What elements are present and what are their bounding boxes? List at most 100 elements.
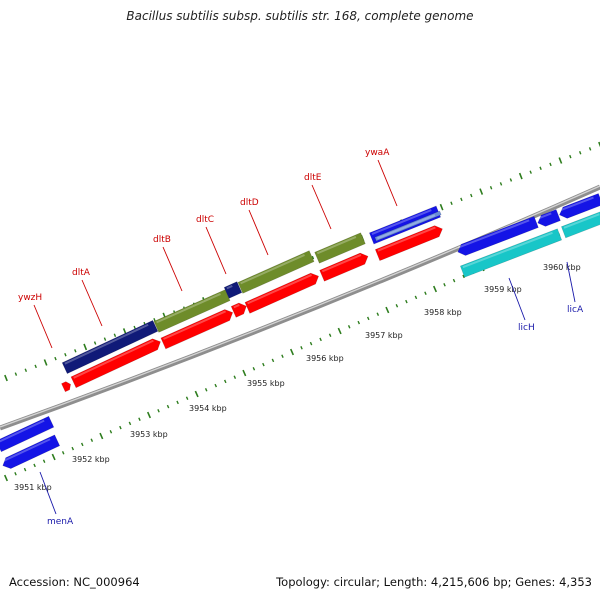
inner-ring-minor-tick — [204, 388, 208, 392]
gene-dltB[interactable] — [153, 289, 231, 333]
outer-ring-minor-tick — [34, 364, 37, 369]
cds-licA-part[interactable] — [536, 209, 561, 228]
cds-dltD-sheen — [247, 274, 312, 305]
inner-ring-major-tick — [3, 474, 9, 482]
inner-ring-minor-tick — [462, 274, 465, 279]
inner-ring-major-tick — [289, 348, 295, 356]
cds-dltD[interactable] — [244, 271, 321, 314]
cds-dltC[interactable] — [230, 301, 249, 318]
gene-label-dltC[interactable]: dltC — [196, 215, 214, 225]
outer-ring-minor-tick — [450, 201, 453, 205]
inner-ring-minor-tick — [414, 295, 418, 300]
cds-dltB-group — [160, 307, 235, 350]
gene-dltD[interactable] — [237, 250, 315, 294]
outer-ring-minor-tick — [529, 170, 532, 174]
outer-ring-major-tick — [439, 203, 444, 211]
cds-licH[interactable] — [456, 215, 539, 257]
cds-menA-group — [0, 434, 61, 471]
cds-menA-sheen — [2, 438, 51, 463]
ruler-label-3951: 3951 kbp — [14, 483, 52, 492]
leader-line-menA — [39, 471, 57, 515]
inner-ring-minor-tick — [366, 316, 370, 321]
gene-label-ywaA[interactable]: ywaA — [365, 148, 390, 158]
outer-ring-minor-tick — [113, 333, 117, 338]
gene-label-dltE[interactable]: dltE — [304, 173, 322, 183]
genome-backbone-highlight — [0, 185, 600, 428]
cds-dltB[interactable] — [160, 307, 235, 350]
gene-label-licH[interactable]: licH — [518, 323, 535, 333]
inner-ring-minor-tick — [14, 472, 17, 476]
leader-line-dltC — [205, 226, 227, 275]
gene-ywaA-inner[interactable] — [374, 210, 442, 242]
inner-ring-major-tick — [99, 432, 104, 440]
inner-ring-minor-tick — [281, 354, 284, 358]
cds-menA[interactable] — [0, 434, 61, 471]
inner-ring-minor-tick — [309, 341, 313, 346]
gene-licA-sheen — [563, 213, 600, 229]
inner-ring-minor-tick — [376, 312, 380, 316]
cds-licH-sheen — [457, 219, 530, 249]
ruler-label-3953: 3953 kbp — [130, 430, 168, 439]
outer-ring-minor-tick — [54, 356, 57, 361]
outer-ring-major-tick — [558, 157, 563, 164]
inner-ring-minor-tick — [357, 320, 361, 325]
map-title: Bacillus subtilis subsp. subtilis str. 1… — [126, 9, 474, 23]
cds-ywaA[interactable] — [374, 223, 444, 262]
outer-ring-major-tick — [83, 343, 88, 351]
outer-ring-minor-tick — [103, 337, 107, 341]
ruler-label-3956: 3956 kbp — [306, 354, 344, 363]
inner-ring-minor-tick — [80, 442, 84, 447]
gene-licH[interactable] — [459, 228, 563, 278]
gene-dltC-sheen — [226, 285, 233, 290]
gene-label-ywzH[interactable]: ywzH — [18, 293, 42, 303]
inner-ring-minor-tick — [452, 278, 456, 283]
gene-menA[interactable] — [0, 415, 55, 453]
leader-line-dltE — [311, 184, 332, 230]
gene-dltB-sheen — [156, 293, 221, 324]
outer-ring-major-tick — [43, 359, 48, 366]
cds-ywzH[interactable] — [61, 380, 72, 393]
outer-ring-minor-tick — [569, 154, 572, 159]
inner-ring-major-tick — [146, 411, 152, 419]
cds-dltA[interactable] — [70, 336, 163, 389]
inner-ring-minor-tick — [119, 425, 122, 430]
inner-ring-minor-tick — [33, 463, 36, 468]
cds-licB[interactable] — [557, 193, 600, 221]
cds-ywzH-group — [61, 380, 72, 393]
cds-ywaA-group — [374, 223, 444, 262]
gene-dltE[interactable] — [314, 232, 366, 264]
gene-label-licA[interactable]: licA — [567, 305, 584, 315]
inner-ring-major-tick — [337, 327, 342, 335]
inner-ring-minor-tick — [61, 451, 65, 455]
gene-dltC[interactable] — [223, 281, 243, 299]
gene-label-dltA[interactable]: dltA — [72, 268, 91, 278]
cds-dltA-sheen — [73, 339, 154, 379]
gene-label-dltD[interactable]: dltD — [240, 198, 259, 208]
ruler-label-3957: 3957 kbp — [365, 331, 403, 340]
outer-ring-minor-tick — [539, 166, 542, 171]
outer-ring-minor-tick — [133, 325, 136, 330]
gene-label-dltB[interactable]: dltB — [153, 235, 171, 245]
gene-dltA-sheen — [64, 323, 149, 365]
gene-dltA[interactable] — [61, 320, 159, 374]
gene-label-menA[interactable]: menA — [47, 517, 74, 527]
outer-ring-minor-tick — [14, 372, 18, 376]
outer-ring-minor-tick — [489, 185, 493, 190]
outer-ring-minor-tick — [153, 318, 156, 322]
gene-dltB-group — [153, 289, 231, 333]
leader-line-dltA — [81, 279, 103, 327]
gene-ywaA-sheen — [371, 209, 432, 235]
cds-dltE[interactable] — [319, 251, 371, 282]
cds-dltD-group — [244, 271, 321, 314]
ruler-label-3954: 3954 kbp — [189, 404, 227, 413]
cds-dltB-sheen — [163, 310, 227, 340]
inner-ring-minor-tick — [328, 333, 332, 337]
cds-dltC-sheen — [233, 304, 240, 309]
inner-ring-minor-tick — [138, 417, 141, 421]
inner-ring-minor-tick — [319, 337, 322, 342]
cds-dltE-sheen — [321, 253, 362, 273]
gene-licA[interactable] — [560, 209, 600, 239]
outer-ring-minor-tick — [588, 147, 592, 151]
cds-licA-part-group — [536, 209, 561, 228]
